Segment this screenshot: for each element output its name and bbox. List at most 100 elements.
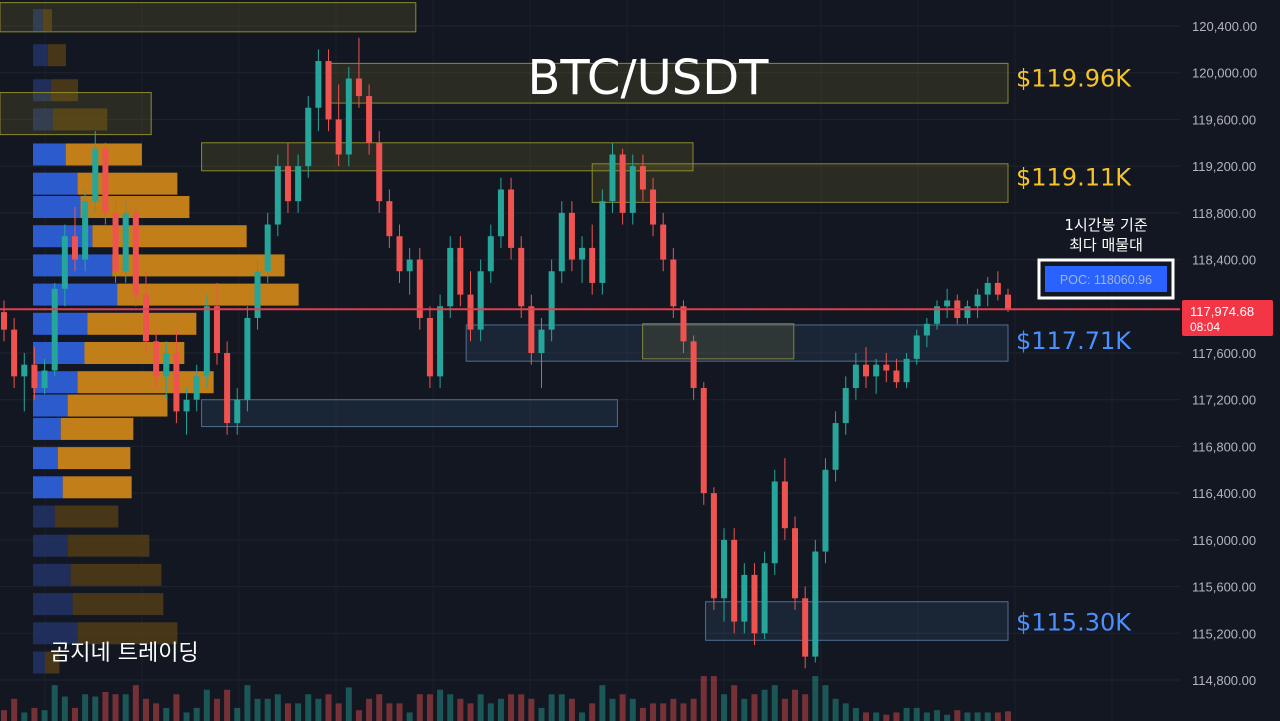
candle-body xyxy=(254,271,261,318)
volume-bar xyxy=(416,694,423,721)
volume-bar xyxy=(812,676,819,721)
candle-body xyxy=(721,539,728,599)
volume-bar xyxy=(457,698,464,721)
profile-buy-bar xyxy=(33,394,68,417)
volume-bar xyxy=(426,694,433,721)
volume-bar xyxy=(406,712,413,721)
volume-bar xyxy=(173,694,180,721)
y-tick-label: 117,600.00 xyxy=(1192,346,1256,361)
profile-sell-bar xyxy=(42,9,52,32)
volume-bar xyxy=(690,698,697,721)
profile-sell-bar xyxy=(77,622,178,645)
candle-body xyxy=(974,294,981,307)
candle-body xyxy=(538,329,545,353)
profile-buy-bar xyxy=(33,283,118,306)
poc-badge xyxy=(1045,266,1167,292)
volume-bar xyxy=(376,694,383,721)
volume-bar xyxy=(680,703,687,721)
volume-bar xyxy=(589,703,596,721)
profile-sell-bar xyxy=(87,312,197,335)
profile-sell-bar xyxy=(52,108,108,131)
candle-body xyxy=(751,574,758,634)
candle-body xyxy=(497,189,504,237)
profile-buy-bar xyxy=(33,651,45,674)
volume-bar xyxy=(203,689,210,721)
volume-bar xyxy=(781,698,788,721)
candle-body xyxy=(589,247,596,283)
candle-body xyxy=(41,370,48,389)
y-tick-label: 120,400.00 xyxy=(1192,19,1257,34)
profile-buy-bar xyxy=(33,534,68,557)
candle-body xyxy=(994,282,1001,295)
candle-body xyxy=(883,364,890,371)
candle-body xyxy=(487,236,494,272)
volume-bar xyxy=(274,694,281,721)
candle-body xyxy=(508,189,515,248)
volume-bar xyxy=(305,694,312,721)
volume-bar xyxy=(538,707,545,721)
profile-sell-bar xyxy=(84,342,185,364)
volume-bar xyxy=(335,703,342,721)
profile-buy-bar xyxy=(33,172,78,195)
profile-buy-bar xyxy=(33,108,53,131)
volume-bar xyxy=(82,694,89,721)
demand-zone xyxy=(705,601,1009,641)
candle-body xyxy=(406,259,413,272)
volume-bar xyxy=(447,694,454,721)
candle-body xyxy=(700,388,707,494)
volume-bar xyxy=(467,703,474,721)
price-axis: 120,400.00 120,000.00 119,600.00 119,200.00… xyxy=(1192,19,1257,688)
candle-body xyxy=(579,247,586,260)
candle-body xyxy=(21,364,28,377)
y-tick-label: 114,800.00 xyxy=(1192,673,1256,688)
volume-bar xyxy=(792,689,799,721)
poc-note-line1: 1시간봉 기준 xyxy=(1064,216,1148,234)
profile-sell-bar xyxy=(44,651,60,674)
candle-body xyxy=(934,306,941,324)
candle-body xyxy=(923,323,930,336)
volume-bar xyxy=(244,685,251,721)
candle-body xyxy=(51,288,58,371)
volume-bar xyxy=(92,696,99,721)
candle-body xyxy=(832,423,839,470)
volume-bar xyxy=(974,712,981,721)
volume-bar xyxy=(325,694,332,721)
volume-bar xyxy=(345,687,352,721)
volume-bar xyxy=(994,712,1001,721)
volume-bar xyxy=(11,698,18,721)
candle-body xyxy=(426,317,433,377)
volume-bar xyxy=(183,712,190,721)
y-tick-label: 119,600.00 xyxy=(1192,112,1256,127)
candle-body xyxy=(903,358,910,383)
profile-sell-bar xyxy=(72,593,164,616)
volume-bar xyxy=(944,714,951,721)
profile-sell-bar xyxy=(67,534,150,557)
profile-sell-bar xyxy=(57,447,131,470)
candle-body xyxy=(680,306,687,342)
supply-zone xyxy=(642,323,795,360)
candle-body xyxy=(548,271,555,330)
candle-body xyxy=(792,528,799,599)
volume-bar xyxy=(751,694,758,721)
volume-bar xyxy=(518,694,525,721)
candle-body xyxy=(355,78,362,97)
volume-bar xyxy=(355,710,362,721)
profile-sell-bar xyxy=(77,371,214,394)
volume-bar xyxy=(51,685,58,721)
volume-bar xyxy=(254,698,261,721)
candle-body xyxy=(142,294,149,342)
candle-body xyxy=(345,78,352,155)
candle-body xyxy=(660,224,667,260)
volume-bar xyxy=(802,694,809,721)
volume-bar xyxy=(31,707,38,721)
candle-body xyxy=(416,259,423,318)
candle-body xyxy=(477,271,484,330)
volume-bar xyxy=(863,712,870,721)
volume-bar xyxy=(873,712,880,721)
volume-bar xyxy=(660,703,667,721)
volume-bar xyxy=(477,694,484,721)
volume-bar xyxy=(741,698,748,721)
candle-body xyxy=(1,312,7,330)
volume-bar xyxy=(61,696,68,721)
candle-body xyxy=(670,259,677,307)
